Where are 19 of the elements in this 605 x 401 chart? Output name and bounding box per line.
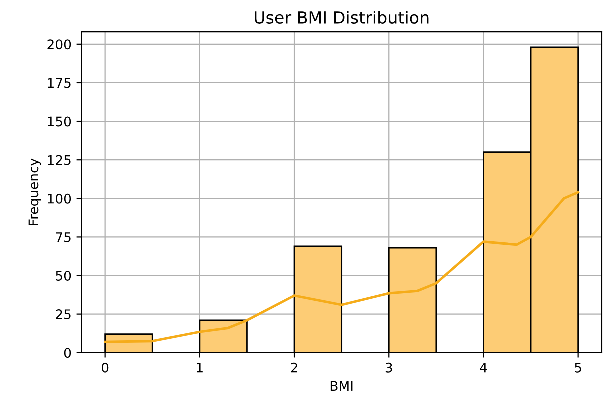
x-tick-label: 5 xyxy=(575,363,582,373)
x-axis-title: BMI xyxy=(330,381,353,391)
y-tick-label: 50 xyxy=(56,270,72,281)
y-tick-label: 100 xyxy=(48,194,72,204)
x-tick-label: 2 xyxy=(291,362,298,373)
y-tick-label: 75 xyxy=(56,232,71,242)
y-tick-label: 125 xyxy=(48,155,71,166)
y-tick-label: 150 xyxy=(48,116,72,127)
y-tick-label: 175 xyxy=(48,78,71,88)
y-tick-label: 25 xyxy=(56,310,71,320)
x-tick-label: 4 xyxy=(480,363,488,373)
y-tick-label: 0 xyxy=(64,348,72,358)
line-series xyxy=(104,191,580,344)
y-tick-label: 200 xyxy=(48,40,72,50)
x-tick-label: 0 xyxy=(102,362,109,373)
x-tick-label: 1 xyxy=(197,363,203,373)
y-axis-title: Frequency xyxy=(28,158,42,226)
x-tick-label: 3 xyxy=(386,362,392,373)
chart-title: User BMI Distribution xyxy=(255,11,429,24)
